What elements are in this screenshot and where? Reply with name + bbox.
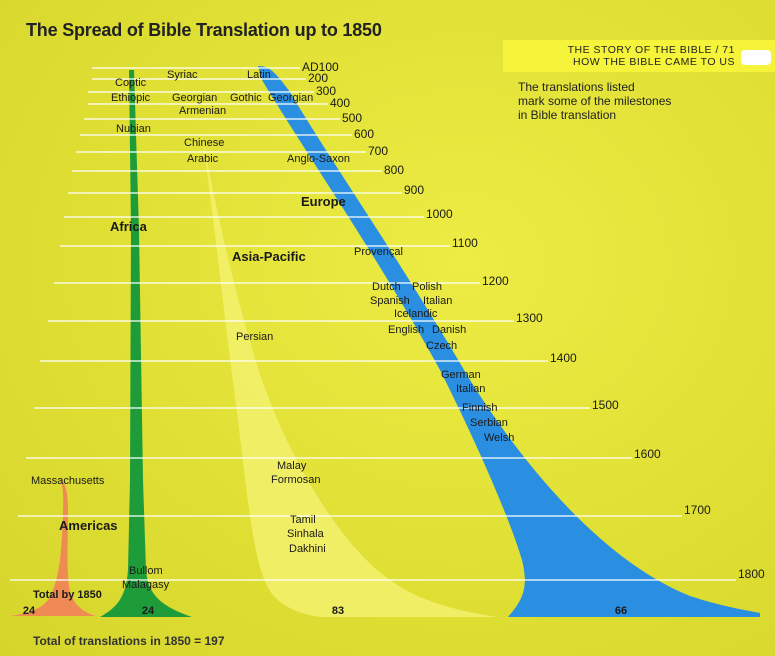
year-label: 1500: [592, 398, 619, 412]
explanatory-note: The translations listed mark some of the…: [518, 80, 672, 122]
language-label: Welsh: [484, 432, 514, 444]
language-label: Polish: [412, 281, 442, 293]
year-label: 1000: [426, 207, 453, 221]
language-label: German: [441, 369, 481, 381]
year-label: 200: [308, 71, 328, 85]
header-line-2: HOW THE BIBLE CAME TO US: [573, 56, 735, 68]
year-label: 300: [316, 84, 336, 98]
europe-region-shape: [258, 66, 760, 617]
language-label: Icelandic: [394, 308, 438, 320]
year-label: 1200: [482, 274, 509, 288]
language-label: Malagasy: [122, 579, 170, 591]
year-label: 1300: [516, 311, 543, 325]
language-label: English: [388, 324, 424, 336]
language-label: Malay: [277, 460, 307, 472]
europe-total: 66: [615, 605, 627, 617]
language-label: Danish: [432, 324, 466, 336]
year-label: 1700: [684, 503, 711, 517]
language-label: Gothic: [230, 92, 262, 104]
language-label: Dutch: [372, 281, 401, 293]
header-line-1: THE STORY OF THE BIBLE / 71: [567, 44, 735, 56]
europe-label: Europe: [301, 194, 346, 209]
page-tab-marker: [741, 50, 771, 65]
year-label: 1800: [738, 567, 765, 581]
language-label: Syriac: [167, 69, 198, 81]
language-label: Georgian: [172, 92, 217, 104]
language-label: Sinhala: [287, 528, 325, 540]
book-header-banner: THE STORY OF THE BIBLE / 71 HOW THE BIBL…: [503, 40, 775, 72]
language-label: Georgian: [268, 92, 313, 104]
language-label: Chinese: [184, 137, 224, 149]
language-label: Nubian: [116, 123, 151, 135]
asia-pacific-label: Asia-Pacific: [232, 249, 306, 264]
page-title: The Spread of Bible Translation up to 18…: [26, 20, 382, 40]
language-label: Serbian: [470, 417, 508, 429]
asia-pacific-total: 83: [332, 605, 344, 617]
year-label: 500: [342, 111, 362, 125]
africa-label: Africa: [110, 219, 148, 234]
language-label: Finnish: [462, 402, 497, 414]
year-label: 400: [330, 96, 350, 110]
year-label: 1400: [550, 351, 577, 365]
language-label: Massachusetts: [31, 475, 105, 487]
year-label: 700: [368, 144, 388, 158]
year-label: 1600: [634, 447, 661, 461]
asia-pacific-region-shape: [201, 130, 498, 617]
language-label: Arabic: [187, 153, 219, 165]
language-label: Tamil: [290, 514, 316, 526]
year-label: 1100: [452, 236, 478, 250]
year-label: 600: [354, 127, 374, 141]
language-label: Italian: [423, 295, 452, 307]
language-label: Spanish: [370, 295, 410, 307]
language-label: Provençal: [354, 246, 403, 258]
language-label: Ethiopic: [111, 92, 151, 104]
language-label: Dakhini: [289, 543, 326, 555]
language-label: Bullom: [129, 565, 163, 577]
year-label: 800: [384, 163, 404, 177]
language-label: Anglo-Saxon: [287, 153, 350, 165]
year-label: 900: [404, 183, 424, 197]
language-label: Italian: [456, 383, 485, 395]
americas-total: 24: [23, 605, 36, 617]
language-label: Coptic: [115, 77, 147, 89]
language-label: Formosan: [271, 474, 321, 486]
total-by-1850-label: Total by 1850: [33, 589, 102, 601]
africa-total: 24: [142, 605, 155, 617]
year-label: AD100: [302, 60, 339, 74]
language-label: Czech: [426, 340, 457, 352]
total-translations-footer: Total of translations in 1850 = 197: [33, 634, 225, 648]
language-label: Armenian: [179, 105, 226, 117]
language-label: Latin: [247, 69, 271, 81]
language-label: Persian: [236, 331, 273, 343]
americas-label: Americas: [59, 518, 118, 533]
